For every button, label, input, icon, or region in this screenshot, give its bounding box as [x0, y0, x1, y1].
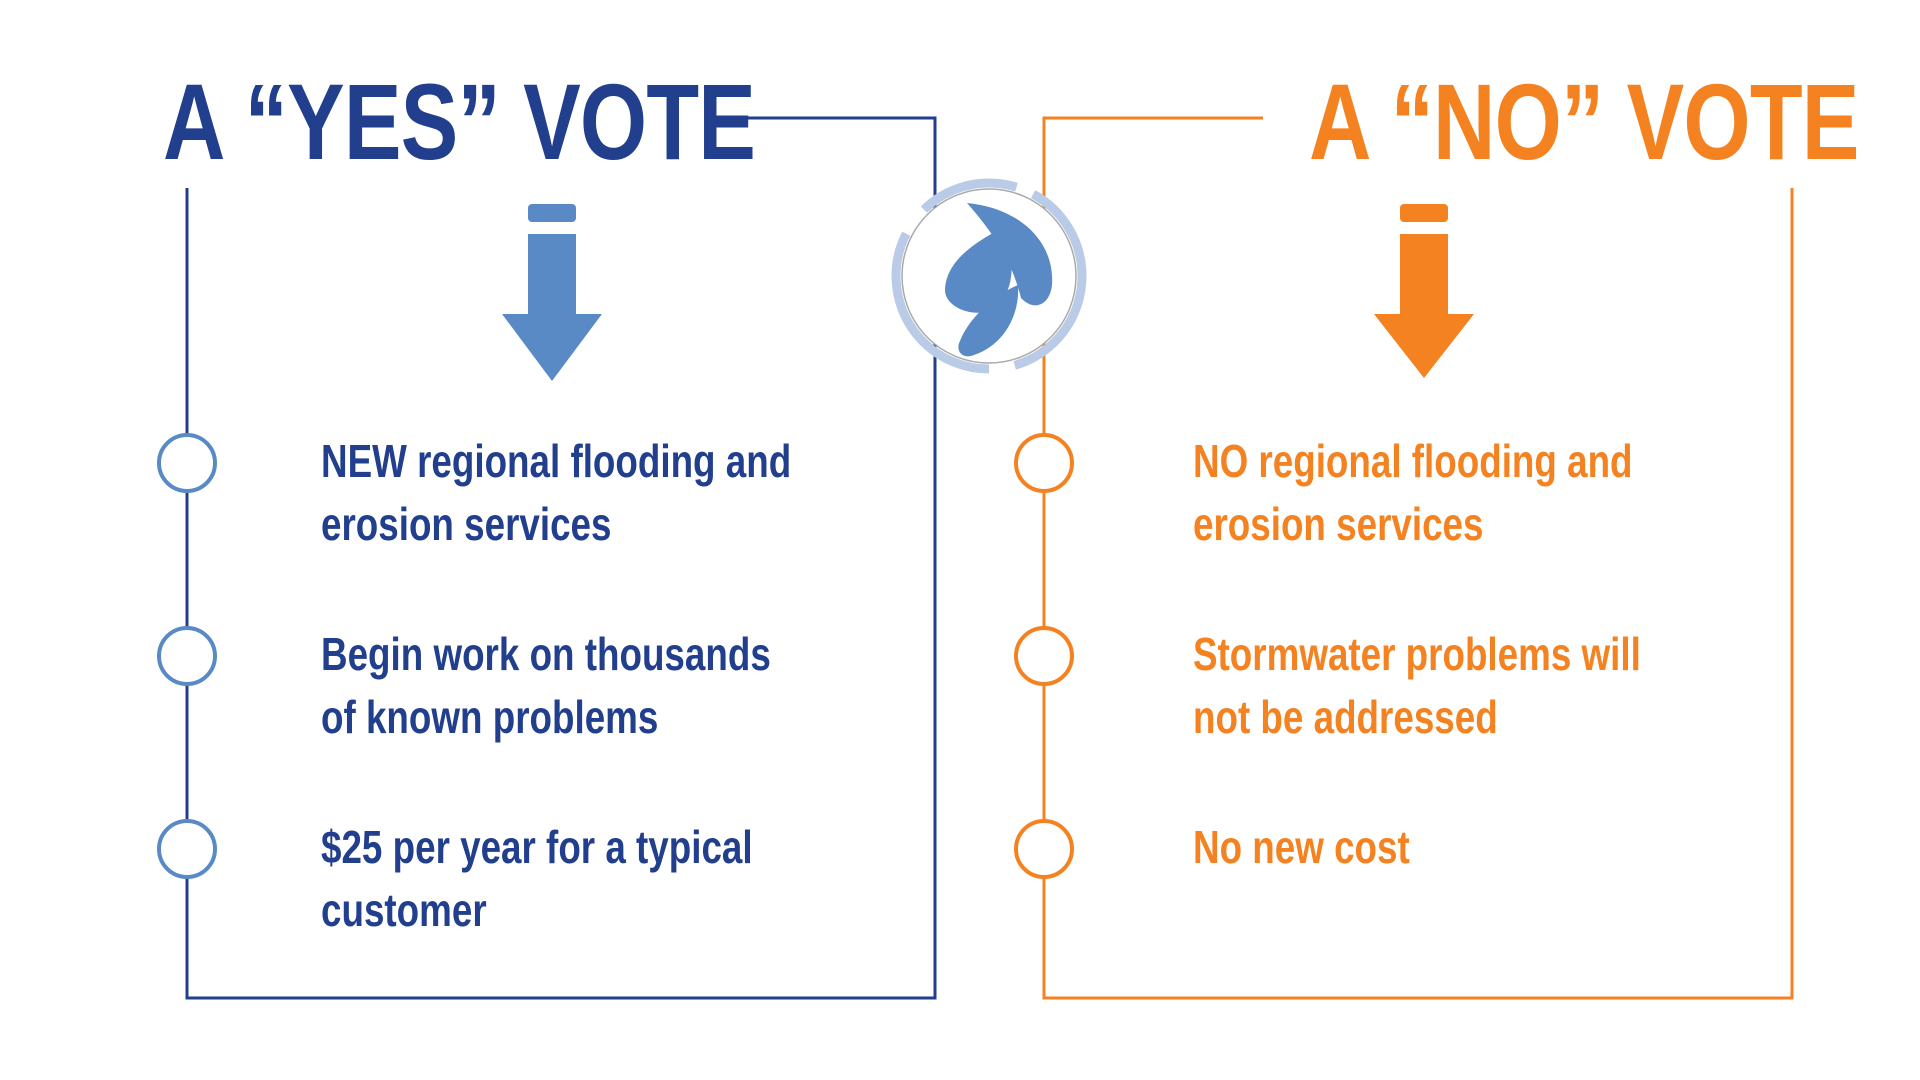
- yes-down-arrow-icon: [502, 204, 602, 381]
- yes-bullet-1: [157, 433, 217, 493]
- yes-item-1-line-2: erosion services: [321, 498, 612, 550]
- yes-vote-heading: A “YES” VOTE: [163, 61, 756, 182]
- no-item-1-line-1: NO regional flooding and: [1193, 435, 1633, 487]
- yes-item-2-line-1: Begin work on thousands: [321, 628, 771, 680]
- no-item-2-line-1: Stormwater problems will: [1193, 628, 1641, 680]
- no-down-arrow-icon: [1374, 204, 1474, 378]
- no-bullet-2: [1014, 626, 1074, 686]
- no-item-3-line-1: No new cost: [1193, 821, 1410, 873]
- no-item-2: Stormwater problems will not be addresse…: [1193, 623, 1641, 749]
- no-item-1-line-2: erosion services: [1193, 498, 1484, 550]
- no-item-1: NO regional flooding and erosion service…: [1193, 430, 1641, 556]
- yes-item-1: NEW regional flooding and erosion servic…: [321, 430, 792, 556]
- no-bullet-1: [1014, 433, 1074, 493]
- yes-item-3-line-2: customer: [321, 884, 487, 936]
- yes-bullet-3: [157, 819, 217, 879]
- water-drops-icon: [945, 203, 1053, 357]
- logo-outer-ring: [891, 178, 1087, 374]
- yes-item-1-line-1: NEW regional flooding and: [321, 435, 792, 487]
- yes-item-2-line-2: of known problems: [321, 691, 659, 743]
- yes-bullet-2: [157, 626, 217, 686]
- yes-item-3-line-1: $25 per year for a typical: [321, 821, 753, 873]
- yes-panel-border: [185, 116, 937, 1000]
- center-logo: [891, 178, 1087, 374]
- no-panel-border: [1042, 116, 1794, 1000]
- yes-item-3: $25 per year for a typical customer: [321, 816, 769, 942]
- no-item-3: No new cost: [1193, 816, 1641, 879]
- yes-item-2: Begin work on thousands of known problem…: [321, 623, 771, 749]
- no-item-2-line-2: not be addressed: [1193, 691, 1498, 743]
- no-bullet-3: [1014, 819, 1074, 879]
- no-vote-heading: A “NO” VOTE: [1309, 61, 1859, 182]
